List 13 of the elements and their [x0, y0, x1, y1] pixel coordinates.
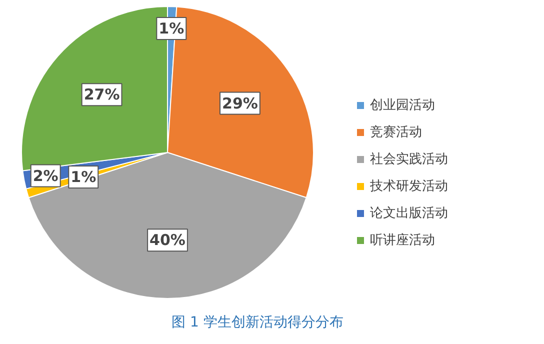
- legend-label: 创业园活动: [370, 97, 435, 114]
- legend-label: 社会实践活动: [370, 151, 448, 168]
- text: 图 1 学生创新活动得分分布: [172, 314, 344, 330]
- data-label: 27%: [84, 86, 120, 104]
- data-label: 1%: [158, 19, 184, 38]
- data-label: 40%: [150, 231, 186, 250]
- data-label: 29%: [222, 94, 258, 112]
- legend-label: 论文出版活动: [370, 205, 448, 222]
- data-label: 1%: [70, 168, 96, 186]
- legend-label: 竞赛活动: [370, 124, 422, 141]
- legend-label: 技术研发活动: [370, 178, 448, 195]
- data-label: 2%: [32, 166, 58, 185]
- legend-label: 听讲座活动: [370, 232, 435, 249]
